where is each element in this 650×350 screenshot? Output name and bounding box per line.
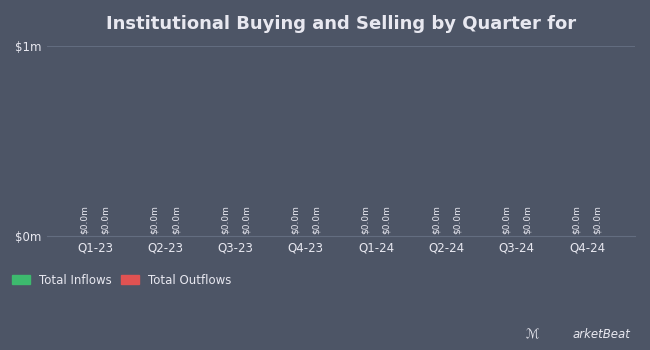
Text: $0.0m: $0.0m	[291, 205, 300, 234]
Text: $0.0m: $0.0m	[523, 205, 532, 234]
Text: ℳ: ℳ	[525, 328, 539, 341]
Legend: Total Inflows, Total Outflows: Total Inflows, Total Outflows	[12, 274, 231, 287]
Text: $0.0m: $0.0m	[101, 205, 110, 234]
Text: $0.0m: $0.0m	[242, 205, 251, 234]
Text: $0.0m: $0.0m	[572, 205, 581, 234]
Text: $0.0m: $0.0m	[171, 205, 180, 234]
Text: $0.0m: $0.0m	[312, 205, 321, 234]
Text: $0.0m: $0.0m	[432, 205, 441, 234]
Text: $0.0m: $0.0m	[150, 205, 159, 234]
Text: $0.0m: $0.0m	[361, 205, 370, 234]
Text: $0.0m: $0.0m	[220, 205, 229, 234]
Text: $0.0m: $0.0m	[80, 205, 89, 234]
Title: Institutional Buying and Selling by Quarter for: Institutional Buying and Selling by Quar…	[106, 15, 576, 33]
Text: $0.0m: $0.0m	[502, 205, 511, 234]
Text: $0.0m: $0.0m	[382, 205, 391, 234]
Text: arketBeat: arketBeat	[573, 328, 630, 341]
Text: $0.0m: $0.0m	[593, 205, 603, 234]
Text: $0.0m: $0.0m	[452, 205, 462, 234]
